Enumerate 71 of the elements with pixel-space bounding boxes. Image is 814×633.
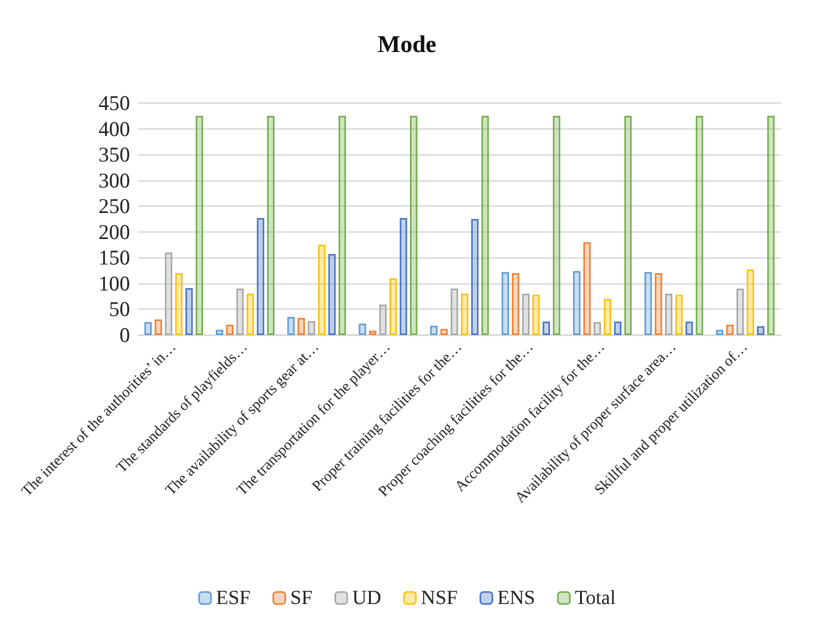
bar [216, 330, 224, 335]
bar [369, 330, 376, 335]
bar [522, 294, 530, 335]
y-tick-label: 350 [98, 142, 130, 167]
bar [390, 278, 397, 335]
y-tick-label: 400 [98, 116, 130, 141]
legend-label: ESF [216, 587, 251, 609]
bar [298, 318, 305, 335]
bar [358, 324, 366, 335]
bar [675, 294, 683, 335]
bar [532, 294, 540, 335]
bar [746, 270, 754, 335]
bar [144, 322, 152, 335]
y-tick-label: 250 [98, 194, 130, 218]
bar [573, 271, 580, 335]
y-tick-label: 150 [98, 246, 130, 270]
bar [256, 218, 264, 335]
bar [614, 322, 622, 335]
legend-label: Total [574, 587, 616, 609]
bar [236, 288, 244, 335]
bar [512, 273, 520, 335]
bar [552, 116, 560, 335]
bar [450, 288, 458, 335]
bar [175, 273, 183, 335]
bar [410, 116, 418, 335]
bar [338, 116, 346, 335]
bar [767, 116, 775, 335]
bar [440, 328, 448, 335]
bar [471, 219, 479, 335]
y-tick-label: 200 [98, 220, 130, 244]
bar [379, 304, 387, 335]
bar [267, 116, 274, 335]
bar [696, 116, 704, 335]
bar [686, 322, 693, 335]
bar [542, 322, 550, 335]
bar [583, 242, 591, 335]
y-tick-label: 450 [98, 91, 130, 115]
bar [196, 116, 204, 335]
y-tick-label: 50 [109, 297, 130, 322]
bar [654, 273, 662, 335]
bar [624, 116, 632, 335]
legend-label: ENS [497, 587, 536, 609]
bar [318, 244, 326, 335]
y-tick-label: 300 [98, 168, 130, 192]
bar [185, 288, 193, 335]
bar [726, 324, 734, 335]
bar [430, 326, 438, 335]
y-tick-label: 0 [120, 323, 130, 347]
bar [400, 218, 408, 335]
bar [481, 116, 489, 335]
bar [665, 294, 672, 335]
bar [328, 254, 336, 335]
bar [164, 252, 172, 335]
bar [594, 322, 601, 335]
legend-label: SF [290, 587, 313, 609]
chart-title: Mode [378, 32, 437, 58]
legend-label: UD [352, 587, 382, 609]
bar [246, 294, 254, 335]
bar [716, 330, 724, 335]
bar [287, 316, 295, 335]
bar [736, 288, 744, 335]
bar [604, 298, 612, 335]
bar [308, 321, 316, 335]
bar [644, 272, 652, 335]
bar [756, 326, 764, 335]
y-tick-label: 100 [98, 271, 130, 296]
bar [460, 294, 468, 335]
bar [154, 320, 162, 335]
bar [502, 272, 509, 335]
legend-label: NSF [420, 587, 458, 609]
bar [226, 324, 234, 335]
